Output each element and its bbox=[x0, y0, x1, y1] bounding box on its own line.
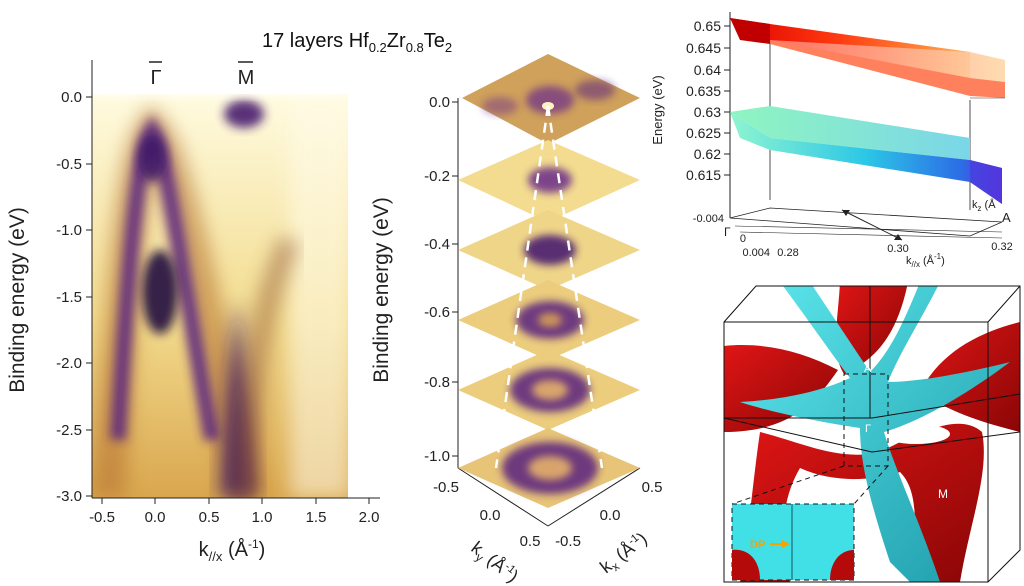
energy-tick: 0.625 bbox=[686, 125, 721, 141]
kx-tick: -0.5 bbox=[555, 533, 581, 550]
z-tick: -0.6 bbox=[424, 304, 450, 321]
y-tick: -1.5 bbox=[56, 289, 82, 306]
figure-title: 17 layers Hf0.2Zr0.8Te2 bbox=[262, 30, 453, 55]
panel-c-band-surfaces: 0.65 0.645 0.64 0.635 0.63 0.625 0.62 0.… bbox=[650, 12, 1013, 269]
kx-tick-c: 0.28 bbox=[777, 247, 798, 259]
energy-tick: 0.615 bbox=[686, 167, 721, 183]
y-tick: -3.0 bbox=[56, 488, 82, 505]
m-label: M bbox=[238, 67, 255, 89]
y-tick: -0.5 bbox=[56, 156, 82, 173]
panel-d-fermi-surface: A Γ L M DP bbox=[723, 285, 1021, 583]
ky-tick: 0.0 bbox=[480, 507, 501, 524]
ky-tick: -0.5 bbox=[433, 479, 459, 496]
y-axis-label: Binding energy (eV) bbox=[6, 207, 29, 393]
y-tick: -2.0 bbox=[56, 355, 82, 372]
y-tick: -1.0 bbox=[56, 222, 82, 239]
map-slice bbox=[458, 428, 640, 508]
kx-tick: 0.0 bbox=[600, 507, 621, 524]
map-slice bbox=[458, 210, 640, 290]
bz-label-a: A bbox=[864, 363, 872, 375]
energy-tick: 0.62 bbox=[694, 146, 721, 162]
panel-b-stacked-maps: 0.0 -0.2 -0.4 -0.6 -0.8 -1.0 bbox=[424, 54, 663, 586]
energy-tick: 0.65 bbox=[694, 18, 721, 34]
kz-tick: -0.004 bbox=[693, 213, 724, 225]
panel-a-arpes-cut: 0.0 -0.5 -1.0 -1.5 -2.0 -2.5 -3.0 -0.5 0… bbox=[6, 60, 380, 564]
map-slice bbox=[458, 280, 640, 360]
dp-arrow-icon bbox=[782, 540, 790, 548]
map-slice bbox=[462, 54, 640, 144]
z-tick: -1.0 bbox=[424, 448, 450, 465]
x-tick: -0.5 bbox=[89, 509, 115, 526]
gamma-label: Γ bbox=[150, 67, 161, 89]
x-axis-label: k//x (Å-1) bbox=[199, 537, 266, 564]
kz-axis-label: kz (Å bbox=[972, 198, 996, 213]
z-tick: -0.2 bbox=[424, 168, 450, 185]
x-tick: 2.0 bbox=[359, 509, 380, 526]
kx-tick-c: 0.30 bbox=[887, 243, 908, 255]
kx-tick-c: 0.32 bbox=[991, 241, 1012, 253]
kx-tick: 0.5 bbox=[642, 479, 663, 496]
energy-tick: 0.645 bbox=[686, 40, 721, 56]
x-tick: 0.0 bbox=[145, 509, 166, 526]
z-tick: 0.0 bbox=[429, 94, 450, 111]
bz-label-gamma: Γ bbox=[865, 423, 871, 435]
kz-tick: 0 bbox=[740, 233, 746, 245]
bz-label-l: L bbox=[934, 423, 940, 435]
panel-b-y-axis-label: Binding energy (eV) bbox=[370, 197, 393, 383]
x-tick: 1.5 bbox=[306, 509, 327, 526]
y-tick: 0.0 bbox=[61, 89, 82, 106]
z-tick: -0.8 bbox=[424, 374, 450, 391]
y-tick: -2.5 bbox=[56, 422, 82, 439]
dp-label: DP bbox=[750, 539, 765, 551]
bz-label-m: M bbox=[938, 487, 948, 501]
map-slice bbox=[458, 350, 640, 430]
ky-axis-label: ky (Å-1) bbox=[466, 537, 523, 586]
z-tick: -0.4 bbox=[424, 236, 450, 253]
panel-b-ylabel-wrap: Binding energy (eV) bbox=[370, 197, 393, 383]
a-label-c: A bbox=[1002, 210, 1011, 225]
energy-tick: 0.63 bbox=[694, 104, 721, 120]
ky-tick: 0.5 bbox=[520, 533, 541, 550]
energy-tick: 0.635 bbox=[686, 83, 721, 99]
kx-axis-label: kx (Å-1) bbox=[596, 528, 653, 579]
map-slice bbox=[458, 140, 640, 222]
x-tick: 0.5 bbox=[199, 509, 220, 526]
x-tick: 1.0 bbox=[252, 509, 273, 526]
kz-tick: 0.004 bbox=[742, 247, 770, 259]
energy-tick: 0.64 bbox=[694, 62, 721, 78]
gamma-label-c: Γ bbox=[724, 225, 731, 239]
energy-axis-label: Energy (eV) bbox=[650, 75, 665, 144]
kx-axis-label-c: k//x (Å-1) bbox=[906, 252, 945, 269]
